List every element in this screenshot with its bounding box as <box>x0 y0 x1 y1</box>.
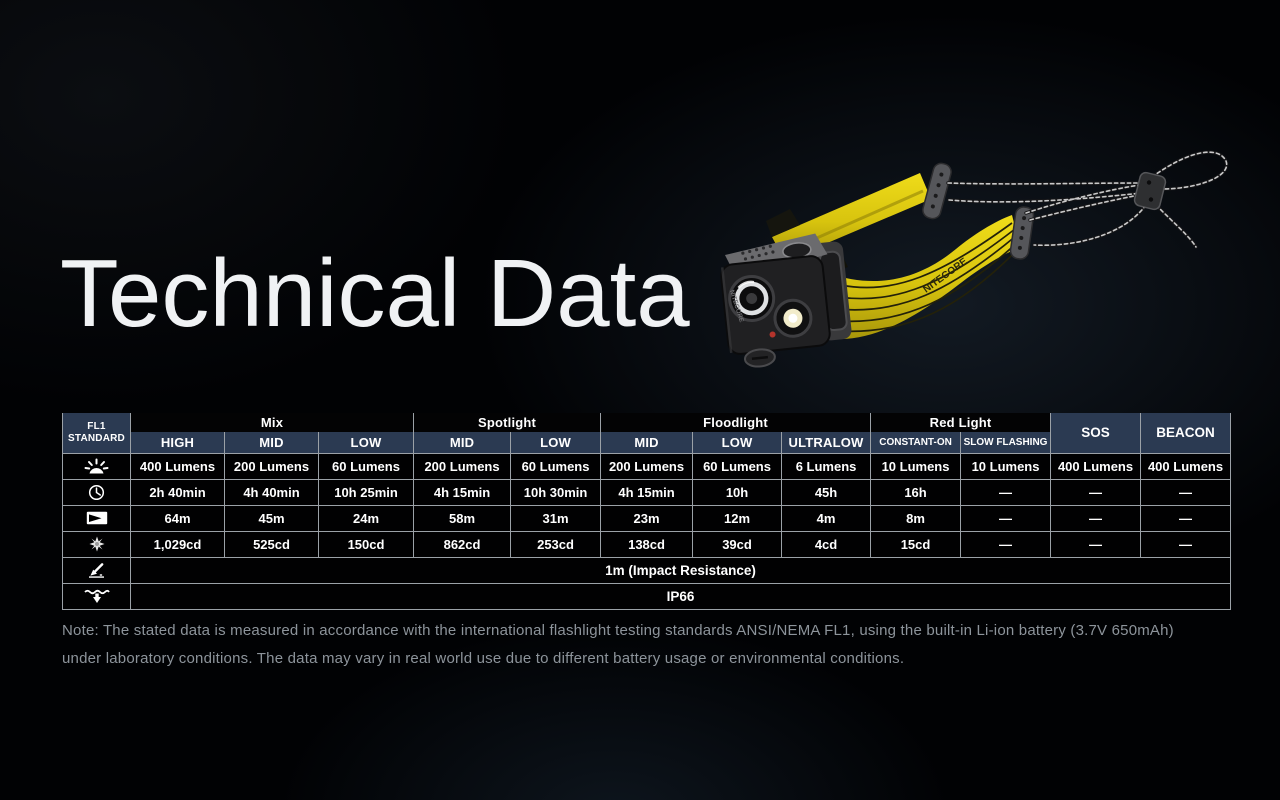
table-row-beam-intensity: 1,029cd 525cd 150cd 862cd 253cd 138cd 39… <box>62 530 1232 558</box>
lamp-head: NITECORE <box>720 233 852 368</box>
group-header-mix: Mix <box>129 413 415 432</box>
col-header-mix-high: HIGH <box>130 432 225 454</box>
runtime-icon-cell <box>62 478 131 506</box>
adjustment-cord <box>946 150 1229 249</box>
col-header-red-constant: CONSTANT-ON <box>870 432 962 454</box>
brightness-icon <box>84 458 109 473</box>
strap-buckle-left <box>922 162 952 220</box>
table-row-waterproof: IP66 <box>62 582 1232 610</box>
red-aux-led <box>769 331 776 338</box>
col-header-flood-ultralow: ULTRALOW <box>781 432 872 454</box>
page-title: Technical Data <box>60 240 690 347</box>
footnote: Note: The stated data is measured in acc… <box>62 617 1222 673</box>
impact-resistance-value: 1m (Impact Resistance) <box>129 556 1232 584</box>
headlamp-illustration: NITECORE <box>720 150 1229 368</box>
beam-intensity-icon <box>88 536 105 552</box>
group-header-spotlight: Spotlight <box>413 413 602 432</box>
table-row-impact-resistance: 1m (Impact Resistance) <box>62 556 1232 584</box>
fl1-standard-header: FL1 STANDARD <box>62 413 131 453</box>
footnote-line-2: under laboratory conditions. The data ma… <box>62 650 905 667</box>
group-header-floodlight: Floodlight <box>600 413 872 432</box>
impact-resistance-icon <box>89 562 104 578</box>
col-header-red-flashing: SLOW FLASHING <box>960 432 1052 454</box>
table-row-beam-distance: 64m 45m 24m 58m 31m 23m 12m 4m 8m — — — <box>62 504 1232 532</box>
col-header-mix-mid: MID <box>224 432 319 454</box>
brightness-icon-cell <box>62 452 131 480</box>
waterproof-icon <box>83 589 110 603</box>
headband-lower-strap: NITECORE <box>822 215 1021 340</box>
beam-distance-icon-cell <box>62 504 131 532</box>
group-header-beacon: BEACON <box>1140 413 1232 453</box>
table-row-runtime: 2h 40min 4h 40min 10h 25min 4h 15min 10h… <box>62 478 1232 506</box>
runtime-icon <box>88 484 105 500</box>
strap-buckle-mid <box>1009 206 1035 260</box>
table-row-brightness: 400 Lumens 200 Lumens 60 Lumens 200 Lume… <box>62 452 1232 480</box>
beam-intensity-icon-cell <box>62 530 131 558</box>
waterproof-value: IP66 <box>129 582 1232 610</box>
col-header-flood-mid: MID <box>600 432 694 454</box>
group-header-sos: SOS <box>1050 413 1142 453</box>
col-header-spot-low: LOW <box>510 432 602 454</box>
col-header-spot-mid: MID <box>413 432 512 454</box>
impact-resistance-icon-cell <box>62 556 131 584</box>
group-header-red-light: Red Light <box>870 413 1052 432</box>
cord-lock <box>1133 171 1167 211</box>
footnote-line-1: Note: The stated data is measured in acc… <box>62 622 1174 639</box>
waterproof-icon-cell <box>62 582 131 610</box>
spec-table: FL1 STANDARD Mix Spotlight Floodlight Re… <box>62 413 1232 610</box>
headlamp-image: NITECORE <box>690 125 1265 395</box>
col-header-flood-low: LOW <box>692 432 783 454</box>
col-header-mix-low: LOW <box>317 432 415 454</box>
beam-distance-icon <box>86 511 107 525</box>
